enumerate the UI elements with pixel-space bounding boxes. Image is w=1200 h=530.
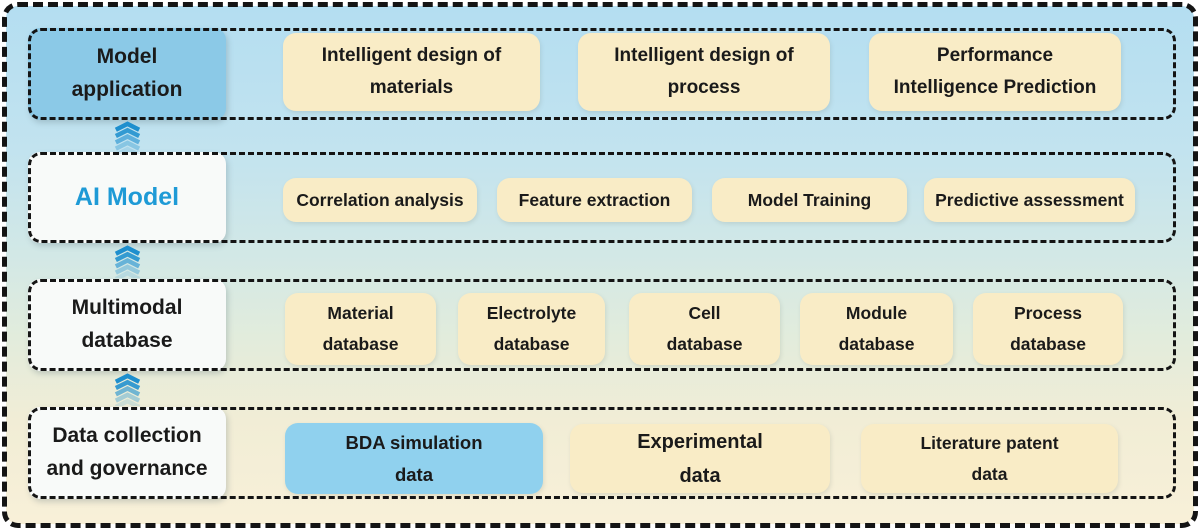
node-experimental-data: Experimental data bbox=[570, 424, 830, 493]
node-text-line: Feature extraction bbox=[518, 189, 671, 210]
row-multimodal-database: Multimodal database Material database El… bbox=[28, 279, 1176, 371]
node-feature-extraction: Feature extraction bbox=[497, 178, 692, 222]
node-bda-simulation-data: BDA simulation data bbox=[285, 423, 543, 494]
row-label-ai-model: AI Model bbox=[28, 152, 226, 243]
node-text-line: database bbox=[666, 334, 743, 354]
node-text-line: Cell bbox=[688, 303, 721, 324]
node-text-line: materials bbox=[369, 77, 454, 98]
node-literature-patent-data: Literature patent data bbox=[861, 424, 1118, 493]
node-performance-intelligence-prediction: Performance Intelligence Prediction bbox=[869, 33, 1121, 111]
row-label-line: Model bbox=[96, 45, 158, 69]
node-text-line: data bbox=[971, 463, 1008, 484]
node-text-line: database bbox=[322, 334, 399, 354]
node-predictive-assessment: Predictive assessment bbox=[924, 178, 1135, 222]
row-label-line: application bbox=[71, 78, 183, 101]
row-label-model-application: Model application bbox=[28, 28, 226, 120]
node-cell-database: Cell database bbox=[629, 293, 780, 365]
node-text-line: Intelligent design of bbox=[321, 44, 502, 66]
node-model-training: Model Training bbox=[712, 178, 907, 222]
node-text-line: data bbox=[679, 464, 721, 487]
row-ai-model: AI Model Correlation analysis Feature ex… bbox=[28, 152, 1176, 243]
node-intelligent-design-of-process: Intelligent design of process bbox=[578, 33, 830, 111]
node-text-line: Material bbox=[327, 303, 394, 324]
node-text-line: Process bbox=[1013, 303, 1083, 324]
node-text-line: process bbox=[667, 77, 741, 98]
node-electrolyte-database: Electrolyte database bbox=[458, 293, 605, 365]
row-label-line: Data collection bbox=[52, 424, 202, 448]
node-module-database: Module database bbox=[800, 293, 953, 365]
node-text-line: Literature patent bbox=[920, 432, 1059, 453]
node-text-line: Intelligence Prediction bbox=[893, 77, 1097, 98]
row-label-data-collection-governance: Data collection and governance bbox=[28, 407, 226, 499]
node-text-line: Performance bbox=[936, 44, 1054, 66]
row-label-line: AI Model bbox=[74, 183, 180, 212]
node-process-database: Process database bbox=[973, 293, 1123, 365]
node-text-line: Intelligent design of bbox=[614, 44, 794, 66]
node-text-line: database bbox=[1010, 334, 1086, 354]
node-intelligent-design-of-materials: Intelligent design of materials bbox=[283, 33, 540, 111]
node-text-line: Model Training bbox=[747, 189, 872, 210]
node-text-line: BDA simulation bbox=[345, 432, 483, 454]
up-chevrons-icon bbox=[111, 121, 144, 154]
node-text-line: database bbox=[493, 334, 570, 354]
up-chevrons-icon bbox=[111, 373, 144, 406]
node-correlation-analysis: Correlation analysis bbox=[283, 178, 477, 222]
node-text-line: Correlation analysis bbox=[296, 189, 464, 210]
row-label-line: database bbox=[81, 329, 173, 352]
node-material-database: Material database bbox=[285, 293, 436, 365]
node-text-line: database bbox=[838, 334, 915, 354]
node-text-line: Module bbox=[845, 303, 908, 324]
node-text-line: Experimental bbox=[637, 430, 763, 453]
row-label-line: Multimodal bbox=[71, 296, 183, 320]
row-data-collection-governance: Data collection and governance BDA simul… bbox=[28, 407, 1176, 499]
row-model-application: Model application Intelligent design of … bbox=[28, 28, 1176, 120]
node-text-line: Predictive assessment bbox=[935, 189, 1124, 210]
up-chevrons-icon bbox=[111, 245, 144, 278]
row-label-line: and governance bbox=[46, 457, 208, 480]
row-label-multimodal-database: Multimodal database bbox=[28, 279, 226, 371]
node-text-line: Electrolyte bbox=[486, 303, 577, 324]
node-text-line: data bbox=[394, 463, 434, 485]
